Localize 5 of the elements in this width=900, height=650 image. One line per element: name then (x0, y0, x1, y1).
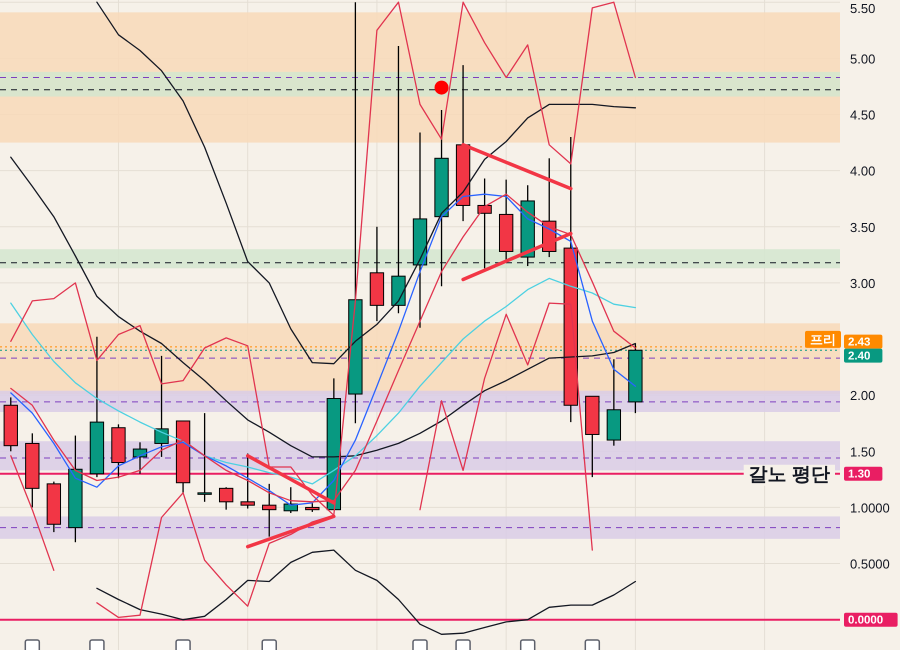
y-tick-label: 2.43 (848, 336, 870, 349)
y-tick-label: 0.0000 (848, 614, 884, 627)
y-tick-label: 1.30 (848, 468, 870, 481)
y-tick-label: 2.40 (848, 350, 870, 363)
ref-line-label: 프리 (810, 332, 836, 347)
